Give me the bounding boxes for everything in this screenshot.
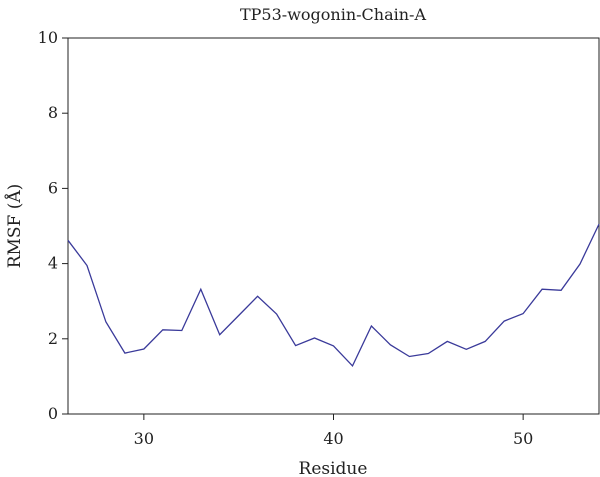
y-tick-label: 6 [48, 178, 58, 197]
y-tick-label: 0 [48, 404, 58, 423]
y-tick-label: 4 [48, 254, 58, 273]
rmsf-series-line [67, 223, 600, 368]
x-tick-label: 50 [513, 429, 533, 448]
y-tick-label: 10 [38, 28, 58, 47]
x-axis-label: Residue [299, 459, 368, 477]
x-tick-label: 40 [323, 429, 343, 448]
y-axis-label: RMSF (Å) [4, 184, 25, 269]
y-tick-label: 2 [48, 329, 58, 348]
x-tick-label: 30 [134, 429, 154, 448]
plot-area: 0 2 4 6 8 10 30 40 50 [38, 28, 600, 448]
y-tick-label: 8 [48, 103, 58, 122]
plot-frame [67, 37, 600, 415]
chart-title: TP53-wogonin-Chain-A [240, 5, 426, 24]
